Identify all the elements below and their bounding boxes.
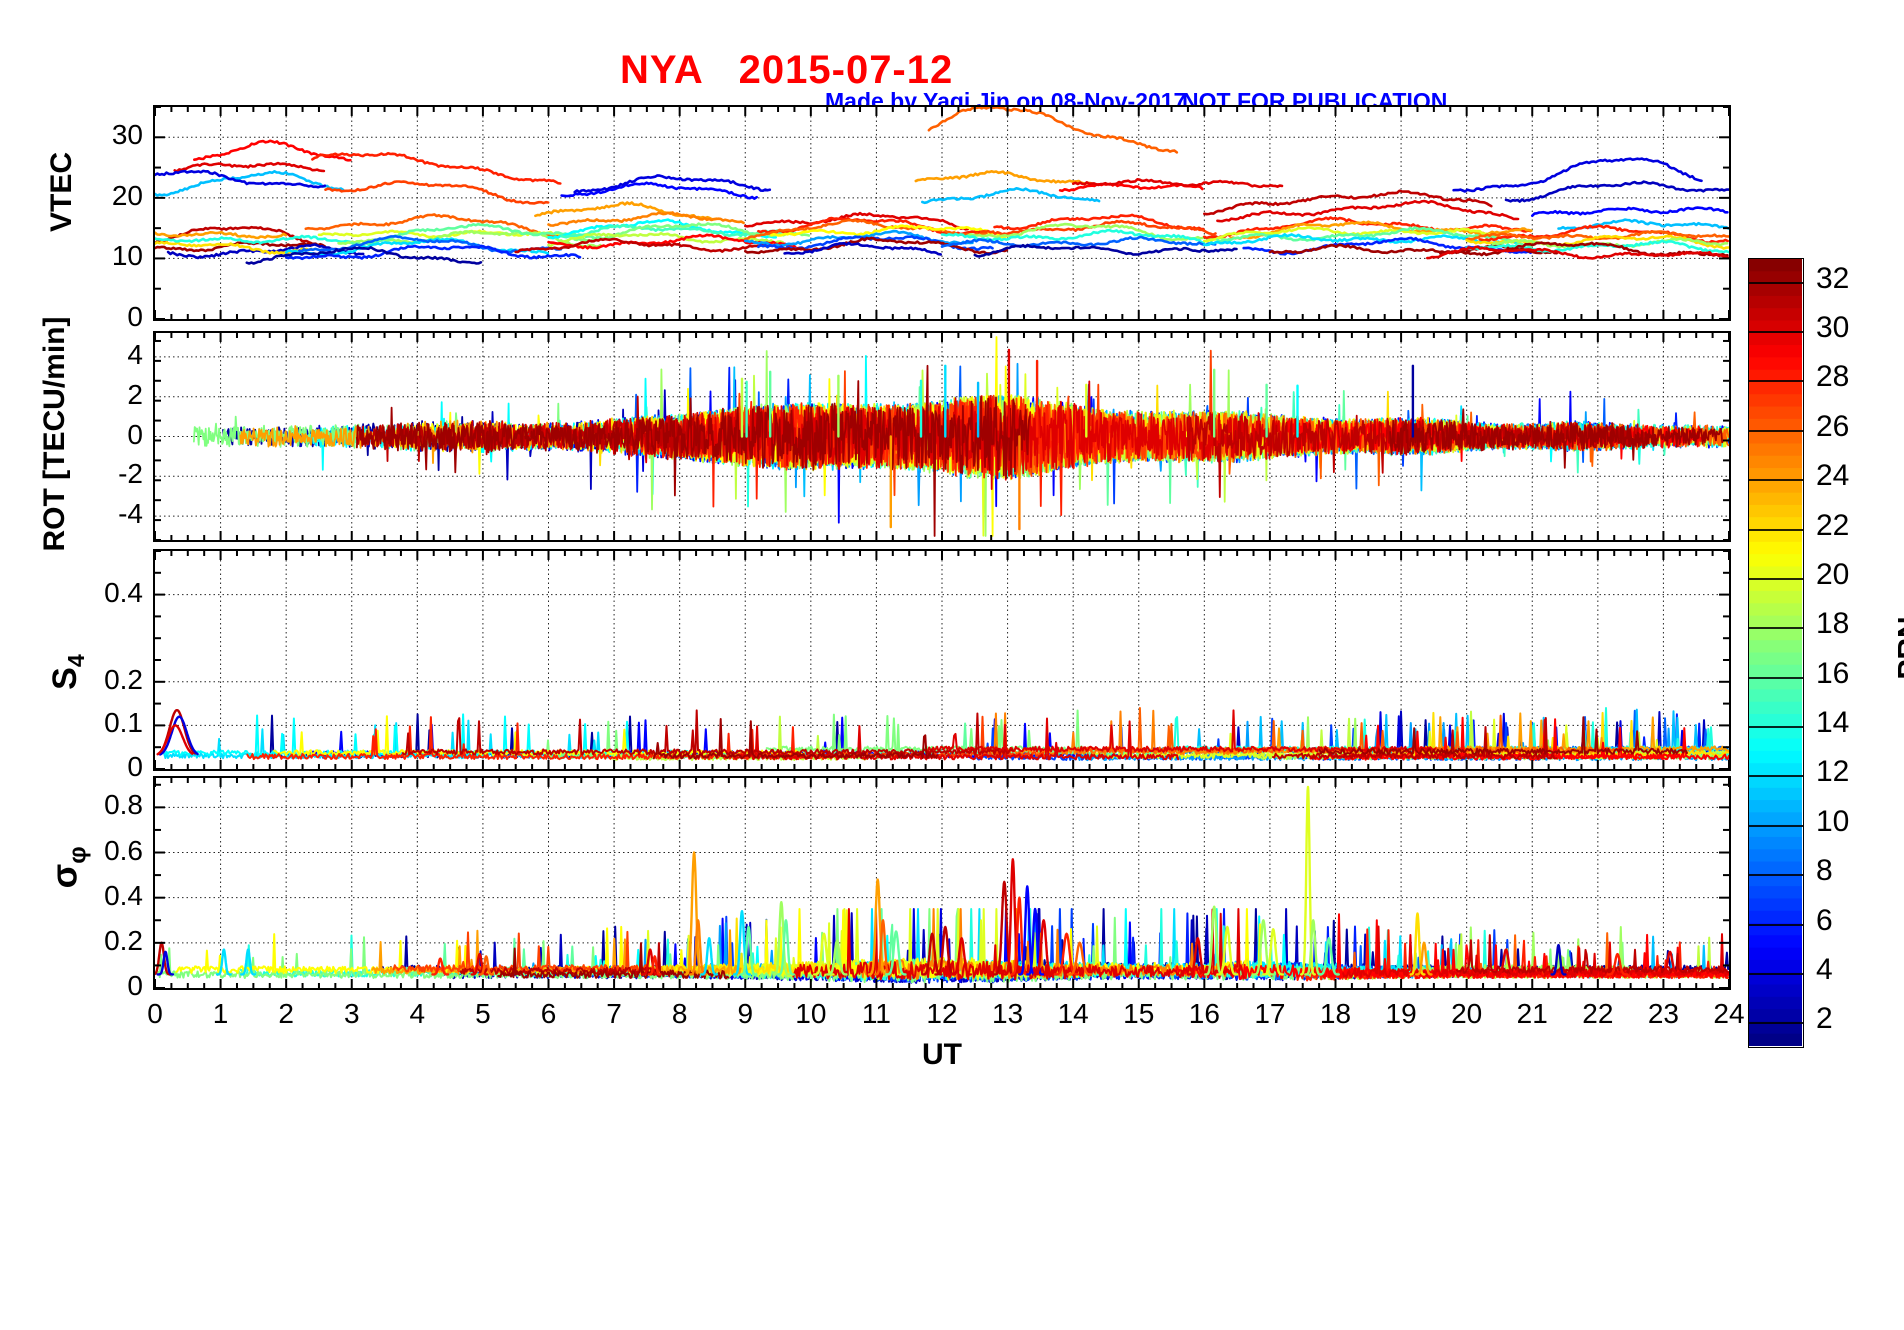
colorbar-tick-10: 10 [1816, 804, 1850, 838]
colorbar-tick-12: 12 [1816, 755, 1850, 789]
colorbar-tickmark-14 [1748, 972, 1804, 975]
ytick-sigmaphi-3: 0.6 [104, 834, 143, 866]
colorbar-tick-28: 28 [1816, 360, 1850, 394]
xtick-17: 17 [1254, 998, 1286, 1029]
xtick-21: 21 [1516, 998, 1548, 1029]
xtick-19: 19 [1385, 998, 1417, 1029]
ytick-rot-4: -4 [118, 498, 143, 530]
xtick-5: 5 [475, 998, 491, 1029]
ytick-rot-2: 0 [127, 418, 143, 450]
xtick-0: 0 [147, 998, 163, 1029]
colorbar-tickmark-7 [1748, 627, 1804, 630]
ytick-sigmaphi-2: 0.4 [104, 879, 143, 911]
xtick-20: 20 [1451, 998, 1483, 1029]
ytick-vtec-2: 20 [111, 179, 143, 211]
ytick-s4-2: 0.2 [104, 663, 143, 695]
xtick-4: 4 [409, 998, 426, 1029]
colorbar-tickmark-10 [1748, 775, 1804, 778]
panel-rot [153, 331, 1731, 542]
colorbar-prn [1748, 258, 1804, 1048]
colorbar-tick-14: 14 [1816, 706, 1850, 740]
colorbar-label-prn: PRN [1892, 616, 1904, 680]
xtick-24: 24 [1713, 998, 1745, 1029]
ytick-sigmaphi-1: 0.2 [104, 924, 143, 956]
colorbar-tick-18: 18 [1816, 607, 1850, 641]
colorbar-tick-4: 4 [1816, 952, 1833, 986]
colorbar-tick-16: 16 [1816, 656, 1850, 690]
colorbar-tickmark-4 [1748, 479, 1804, 482]
colorbar-tickmark-9 [1748, 726, 1804, 729]
ytick-rot-0: 4 [127, 338, 143, 370]
figure-title: NYA 2015-07-12 [620, 48, 954, 92]
colorbar-tickmark-2 [1748, 380, 1804, 383]
xtick-2: 2 [278, 998, 294, 1029]
colorbar-tickmark-6 [1748, 577, 1804, 580]
xtick-22: 22 [1582, 998, 1614, 1029]
colorbar-tickmark-13 [1748, 923, 1804, 926]
xtick-13: 13 [992, 998, 1024, 1029]
xtick-14: 14 [1057, 998, 1089, 1029]
colorbar-tickmark-12 [1748, 874, 1804, 877]
colorbar-tickmark-11 [1748, 824, 1804, 827]
colorbar-tick-8: 8 [1816, 854, 1833, 888]
xtick-6: 6 [540, 998, 557, 1029]
colorbar-tickmark-0 [1748, 281, 1804, 284]
ytick-sigmaphi-0: 0 [127, 970, 143, 1001]
xtick-9: 9 [737, 998, 754, 1029]
xtick-23: 23 [1647, 998, 1679, 1029]
colorbar-tick-22: 22 [1816, 508, 1850, 542]
colorbar-tick-20: 20 [1816, 557, 1850, 591]
colorbar-tick-24: 24 [1816, 459, 1850, 493]
panel-sigma-phi [153, 776, 1731, 990]
xtick-1: 1 [212, 998, 229, 1029]
ytick-s4-1: 0.1 [104, 707, 143, 739]
xtick-3: 3 [343, 998, 360, 1029]
colorbar-tickmark-3 [1748, 429, 1804, 432]
panel-vtec [153, 105, 1731, 321]
ytick-rot-3: -2 [118, 458, 143, 490]
colorbar-tickmark-15 [1748, 1022, 1804, 1025]
ytick-s4-0: 0 [127, 751, 143, 782]
ytick-sigmaphi-4: 0.8 [104, 789, 143, 821]
colorbar-tickmark-8 [1748, 676, 1804, 679]
ytick-s4-3: 0.4 [104, 576, 143, 608]
colorbar-tick-2: 2 [1816, 1002, 1833, 1036]
xtick-15: 15 [1123, 998, 1155, 1029]
colorbar-tickmark-1 [1748, 331, 1804, 334]
ytick-vtec-3: 30 [111, 119, 143, 151]
xtick-10: 10 [795, 998, 827, 1029]
axis-label-ut: UT [922, 1038, 962, 1071]
xtick-11: 11 [861, 998, 891, 1029]
ytick-rot-1: 2 [127, 378, 143, 410]
colorbar-tick-26: 26 [1816, 409, 1850, 443]
xtick-7: 7 [606, 998, 622, 1029]
xtick-16: 16 [1188, 998, 1220, 1029]
xtick-18: 18 [1319, 998, 1352, 1029]
colorbar-tick-32: 32 [1816, 261, 1850, 295]
colorbar-tick-30: 30 [1816, 311, 1850, 345]
ytick-vtec-0: 0 [127, 301, 143, 332]
xtick-8: 8 [671, 998, 688, 1029]
xtick-12: 12 [926, 998, 958, 1029]
ytick-vtec-1: 10 [111, 240, 143, 272]
colorbar-tick-6: 6 [1816, 903, 1833, 937]
panel-s4 [153, 549, 1731, 771]
colorbar-tickmark-5 [1748, 528, 1804, 531]
